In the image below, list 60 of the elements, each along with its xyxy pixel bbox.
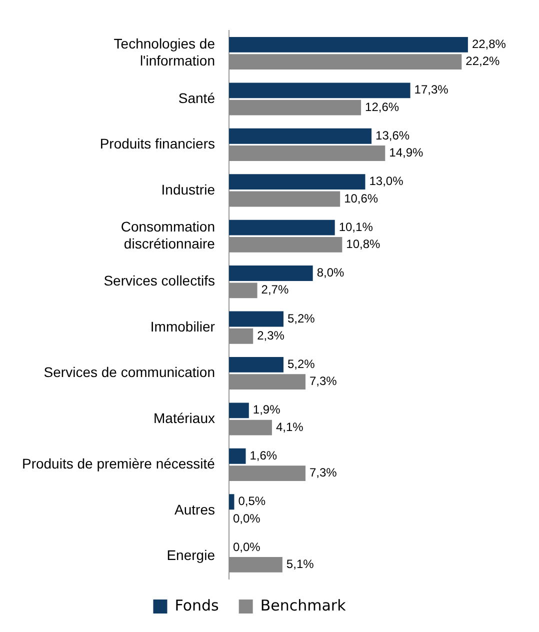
bar [228,557,282,572]
bar [228,174,366,190]
data-label: 7,3% [309,374,338,388]
bar [228,448,246,464]
data-label: 4,1% [276,420,304,434]
data-label: 12,6% [365,100,400,114]
data-label: 0,5% [238,494,266,508]
data-label: 0,0% [232,511,261,526]
data-label: 2,7% [261,282,289,297]
bar [228,328,254,344]
data-label: 13,0% [369,174,404,188]
data-label: 1,6% [250,448,278,462]
data-label: 5,1% [286,557,314,572]
data-label: 17,3% [414,82,449,97]
legend-label: Benchmark [260,596,346,614]
data-label: 5,2% [287,357,316,372]
y-tick-label: Matériaux [154,410,215,426]
data-label: 7,3% [309,466,338,480]
y-tick-label: Services collectifs [104,272,215,289]
bar [228,356,284,372]
data-label: 10,6% [344,191,378,206]
bar [228,311,284,327]
data-label: 2,3% [257,328,285,342]
y-tick-label: Industrie [161,181,216,198]
data-label: 1,9% [252,402,281,417]
y-tick-label: Energie [166,547,216,563]
bar [228,100,362,116]
bar [228,128,372,144]
bar [228,266,313,281]
y-tick-label: Produits financiers [100,136,215,152]
bar [228,146,386,161]
data-label: 10,1% [338,220,374,234]
data-label: 13,6% [376,128,410,142]
data-label: 0,0% [232,540,261,554]
legend-label: Fonds [174,596,220,614]
bar [228,82,410,98]
data-label: 22,8% [472,37,506,51]
data-label: 22,2% [466,54,500,68]
bar [228,494,234,510]
y-tick-label: Autres [174,501,215,518]
bar [228,402,249,418]
y-tick-label: Services de communication [44,364,215,380]
bar [228,282,258,298]
bar [228,220,335,236]
bar [228,54,462,70]
bar [228,191,340,207]
data-label: 8,0% [316,266,345,280]
data-label: 5,2% [287,311,316,326]
bar [228,466,306,481]
bar [228,420,272,436]
data-label: 10,8% [346,237,381,252]
data-label: 14,9% [389,146,424,160]
y-tick-label: Santé [178,90,216,106]
y-tick-label: Consommation discrétionnaire [120,218,216,252]
bar [228,36,468,52]
y-tick-label: Produits de première nécessité [22,456,216,472]
y-tick-label: Immobilier [150,318,216,334]
y-tick-label: Technologies de l'information [114,36,216,69]
bar [228,236,342,252]
bar [228,374,306,390]
